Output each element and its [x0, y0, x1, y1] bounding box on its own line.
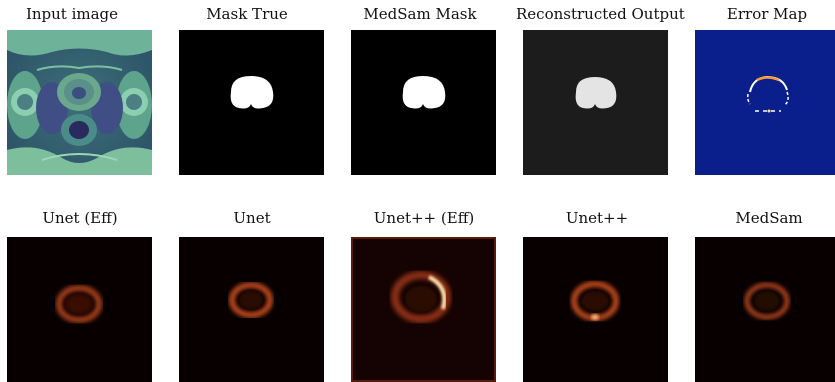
title-unetpp: Unet++ — [565, 209, 629, 227]
unet-heatmap — [179, 237, 324, 382]
title-input-image: Input image — [25, 5, 119, 23]
title-unet: Unet — [233, 209, 271, 227]
error-map-image — [695, 30, 835, 175]
medsam-mask-image — [351, 30, 496, 175]
title-medsam-mask: MedSam Mask — [363, 5, 477, 23]
mask-true-region — [230, 76, 274, 109]
reconstructed-output-image — [523, 30, 668, 175]
title-error-map: Error Map — [726, 5, 808, 23]
input-mri-image — [7, 30, 152, 175]
medsam-heatmap — [695, 237, 835, 382]
medsam-mask-region — [402, 76, 446, 109]
reconstructed-region — [575, 77, 617, 109]
title-unetpp-eff: Unet++ (Eff) — [373, 209, 475, 227]
title-unet-eff: Unet (Eff) — [42, 209, 118, 227]
unetpp-eff-heatmap — [351, 237, 496, 382]
title-mask-true: Mask True — [206, 5, 288, 23]
unetpp-heatmap — [523, 237, 668, 382]
title-reconstructed-output: Reconstructed Output — [516, 5, 685, 23]
mask-true-image — [179, 30, 324, 175]
title-medsam: MedSam — [735, 209, 803, 227]
unet-eff-heatmap — [7, 237, 152, 382]
